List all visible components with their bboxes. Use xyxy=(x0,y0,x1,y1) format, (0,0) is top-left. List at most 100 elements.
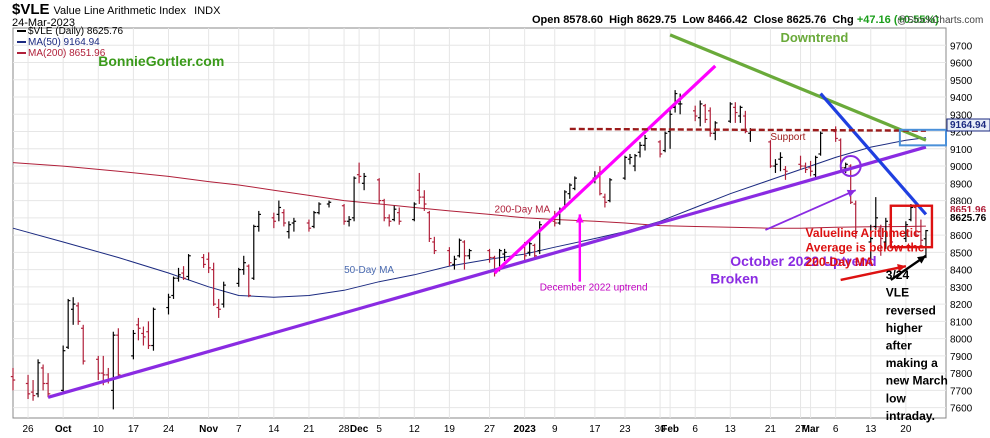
price-bar xyxy=(251,224,256,280)
close-value: 8625.76 xyxy=(786,14,827,26)
price-bar xyxy=(221,281,226,308)
price-bar xyxy=(903,221,909,242)
trendline-blue-downtrend xyxy=(819,92,928,216)
y-tick-label: 8400 xyxy=(950,266,973,277)
open-label: Open xyxy=(532,14,561,26)
y-tick-label: 7600 xyxy=(950,404,973,415)
price-bar xyxy=(833,126,838,142)
price-bar xyxy=(733,102,738,123)
price-bar xyxy=(166,293,171,315)
annotation: December 2022 uptrend xyxy=(540,282,648,293)
price-bar xyxy=(241,255,246,275)
price-bar xyxy=(798,155,803,170)
trendline-downtrend xyxy=(669,33,927,142)
price-bar xyxy=(627,153,633,165)
annotation: making a xyxy=(886,356,938,370)
low-value: 8466.42 xyxy=(707,14,748,26)
price-bar xyxy=(326,200,332,208)
price-bar xyxy=(452,255,457,270)
annotation: after xyxy=(886,338,912,352)
x-tick-label: 2023 xyxy=(514,424,537,435)
price-bar xyxy=(738,105,743,123)
x-tick-label: 27 xyxy=(795,424,807,435)
price-bar xyxy=(116,328,121,377)
chart-symbol-title: $VLE Value Line Arithmetic Index INDX xyxy=(12,1,220,18)
price-bar xyxy=(532,243,537,260)
legend-label: $VLE (Daily) 8625.76 xyxy=(28,26,123,37)
price-bar xyxy=(427,210,432,242)
price-bar xyxy=(45,373,51,398)
price-bar xyxy=(201,254,206,268)
exchange: INDX xyxy=(194,5,221,17)
y-tick-label: 9100 xyxy=(950,145,973,156)
y-tick-label: 9000 xyxy=(950,162,973,173)
price-bar xyxy=(256,210,261,232)
price-bar xyxy=(65,298,71,349)
price-bar xyxy=(432,236,437,255)
x-tick-label: 23 xyxy=(619,424,631,435)
price-bar xyxy=(662,131,668,153)
y-tick-label: 9500 xyxy=(950,76,973,87)
price-bar xyxy=(216,298,221,318)
red-arrow-head xyxy=(897,263,906,272)
price-bar xyxy=(316,202,322,215)
oct-uptrend-arrow-head xyxy=(846,189,856,198)
x-tick-label: 28 xyxy=(339,424,351,435)
price-bar xyxy=(462,240,467,270)
y-tick-label: 8800 xyxy=(950,197,973,208)
price-bar xyxy=(622,155,628,180)
y-tick-label: 9400 xyxy=(950,93,973,104)
price-bar xyxy=(141,326,146,346)
price-bar xyxy=(10,367,16,391)
x-tick-label: Feb xyxy=(661,424,679,435)
x-tick-label: 12 xyxy=(409,424,421,435)
annotation: Support xyxy=(770,132,805,143)
annotation: new March xyxy=(886,374,948,388)
price-bar xyxy=(808,160,813,177)
price-bar xyxy=(913,204,919,237)
x-tick-label: 17 xyxy=(128,424,140,435)
price-bar xyxy=(381,198,387,222)
annotation: 200-Day MA xyxy=(495,205,551,216)
y-tick-label: 9700 xyxy=(950,41,973,52)
price-bar xyxy=(181,266,186,280)
price-bar xyxy=(502,248,507,261)
black-arrow-head xyxy=(917,255,926,264)
price-bar xyxy=(211,262,216,306)
price-bar xyxy=(361,172,367,191)
price-bar xyxy=(487,248,492,263)
x-tick-label: 6 xyxy=(833,424,839,435)
chg-value: +47.16 (+0.55%) xyxy=(856,14,939,26)
price-bar xyxy=(186,254,191,280)
price-bar xyxy=(923,229,929,259)
y-tick-label: 7700 xyxy=(950,386,973,397)
price-bar xyxy=(246,264,251,298)
price-label: 9164.94 xyxy=(950,120,987,131)
close-label: Close xyxy=(753,14,784,26)
price-bar xyxy=(171,276,176,299)
x-tick-label: 6 xyxy=(692,424,698,435)
price-bar xyxy=(708,107,713,137)
x-tick-label: Oct xyxy=(55,424,72,435)
y-tick-label: 8100 xyxy=(950,317,973,328)
dec-uptrend-arrow-head xyxy=(575,214,584,223)
price-bar xyxy=(657,140,663,158)
annotation: Valueline Arithmetic xyxy=(806,226,921,240)
price-bar xyxy=(853,200,858,239)
price-bar xyxy=(632,153,638,172)
x-tick-label: 24 xyxy=(163,424,175,435)
price-bar xyxy=(291,217,297,232)
price-label: 8651.96 xyxy=(950,205,987,216)
price-bar xyxy=(692,105,698,122)
price-bar xyxy=(146,321,151,349)
ma-cross-box xyxy=(889,204,934,249)
price-bar xyxy=(281,209,287,227)
x-tick-label: 13 xyxy=(865,424,877,435)
price-bar xyxy=(602,193,608,208)
y-tick-label: 8300 xyxy=(950,283,973,294)
y-tick-label: 9200 xyxy=(950,128,973,139)
price-bar xyxy=(848,164,853,205)
price-bar xyxy=(642,134,648,151)
x-tick-label: 14 xyxy=(268,424,280,435)
